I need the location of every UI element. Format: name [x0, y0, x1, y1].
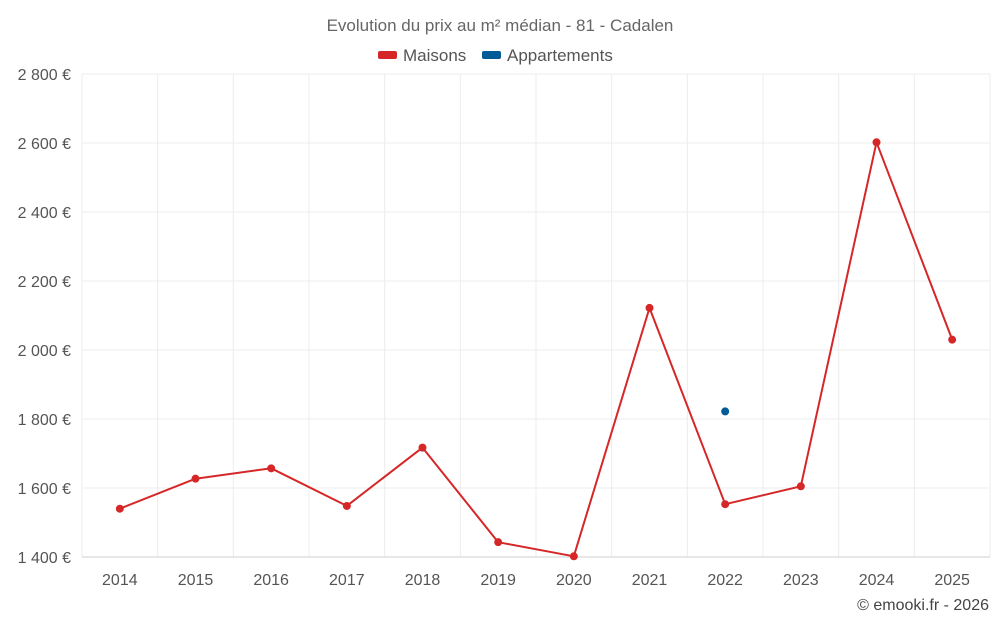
data-point-appartements[interactable]	[721, 407, 730, 416]
x-tick-label: 2015	[178, 572, 214, 589]
data-point-maisons[interactable]	[569, 552, 578, 561]
y-tick-label: 1 400 €	[18, 550, 71, 567]
y-tick-label: 2 600 €	[18, 136, 71, 153]
legend: Maisons Appartements	[378, 46, 613, 65]
x-tick-label: 2014	[102, 572, 138, 589]
data-point-maisons[interactable]	[115, 504, 124, 513]
y-tick-label: 1 600 €	[18, 481, 71, 498]
data-point-maisons[interactable]	[872, 138, 881, 147]
credit-text: © emooki.fr - 2026	[857, 597, 989, 614]
y-tick-label: 2 200 €	[18, 274, 71, 291]
x-axis: 2014 2015 2016 2017 2018 2019 2020 2021 2022 2023…	[102, 572, 970, 589]
legend-swatch-maisons	[378, 51, 397, 59]
y-tick-label: 2 400 €	[18, 205, 71, 222]
x-tick-label: 2023	[783, 572, 819, 589]
legend-swatch-appartements	[482, 51, 501, 59]
series	[115, 138, 957, 561]
x-tick-label: 2019	[480, 572, 516, 589]
x-tick-label: 2022	[707, 572, 743, 589]
x-tick-label: 2017	[329, 572, 365, 589]
data-point-maisons[interactable]	[342, 501, 351, 510]
chart-title: Evolution du prix au m² médian - 81 - Ca…	[327, 16, 674, 35]
data-point-maisons[interactable]	[948, 335, 957, 344]
y-tick-label: 2 800 €	[18, 67, 71, 84]
x-tick-label: 2024	[859, 572, 895, 589]
series-line-maisons	[119, 141, 954, 558]
data-point-maisons[interactable]	[796, 482, 805, 491]
legend-label-maisons[interactable]: Maisons	[403, 46, 466, 65]
y-tick-label: 1 800 €	[18, 412, 71, 429]
data-point-maisons[interactable]	[645, 303, 654, 312]
x-tick-label: 2018	[405, 572, 441, 589]
y-tick-label: 2 000 €	[18, 343, 71, 360]
y-axis: 1 400 € 1 600 € 1 800 € 2 000 € 2 200 € 2 400…	[18, 67, 71, 567]
grid	[81, 73, 991, 558]
data-point-maisons[interactable]	[494, 538, 503, 547]
x-tick-label: 2025	[934, 572, 970, 589]
data-point-maisons[interactable]	[418, 443, 427, 452]
legend-label-appartements[interactable]: Appartements	[507, 46, 613, 65]
x-tick-label: 2016	[253, 572, 289, 589]
x-tick-label: 2020	[556, 572, 592, 589]
data-point-maisons[interactable]	[267, 464, 276, 473]
data-point-maisons[interactable]	[721, 500, 730, 509]
x-tick-label: 2021	[632, 572, 668, 589]
data-point-maisons[interactable]	[191, 474, 200, 483]
